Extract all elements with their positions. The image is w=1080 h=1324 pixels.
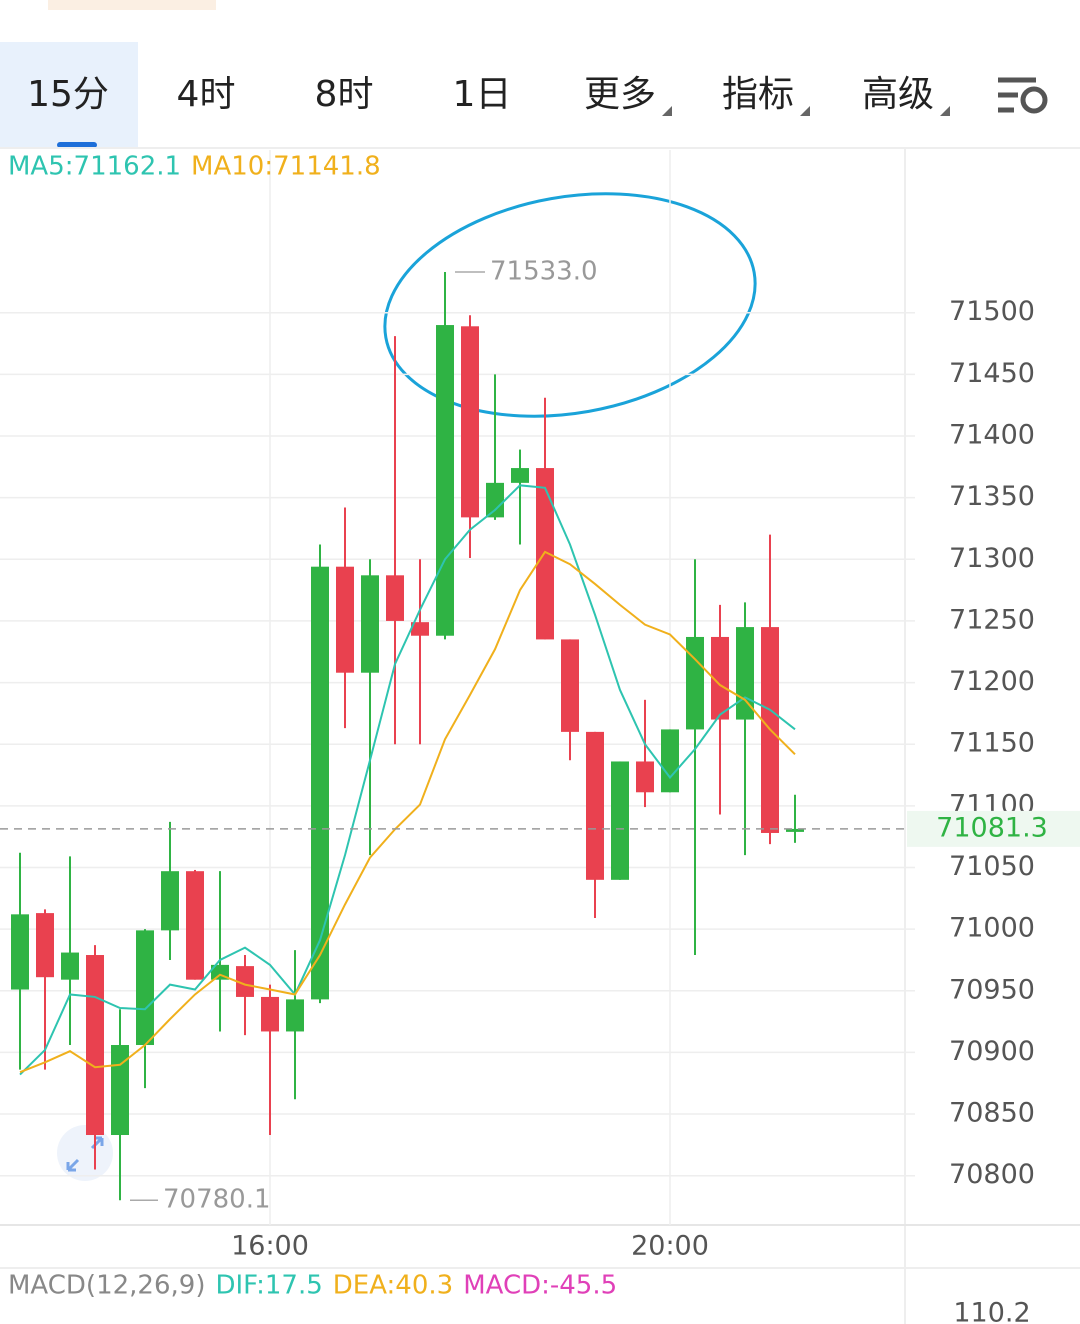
ma-line <box>19 550 796 1074</box>
candle-body <box>411 622 429 636</box>
ma-legend: MA10:71141.8 <box>191 152 381 182</box>
tab[interactable]: 4时 <box>177 74 236 115</box>
highlight-ellipse <box>383 192 757 418</box>
y-tick-label: 70800 <box>949 1159 1035 1190</box>
candle-body <box>461 326 479 518</box>
candle-body <box>736 627 754 720</box>
dropdown-caret <box>940 106 950 116</box>
y-tick-label: 71400 <box>949 420 1035 451</box>
macd-legend: DIF:17.5 <box>215 1271 322 1301</box>
candle-body <box>561 639 579 732</box>
ma-legend: MA5:71162.1 <box>8 152 181 182</box>
ma-line <box>19 484 796 1076</box>
active-tab-bg <box>0 42 138 148</box>
candle-body <box>236 966 254 997</box>
candle-body <box>261 996 279 1032</box>
y-tick-label: 71350 <box>949 481 1035 512</box>
y-tick-label: 71300 <box>949 543 1035 574</box>
candle-body <box>786 828 804 832</box>
candle-body <box>36 913 54 978</box>
candle-body <box>61 952 79 980</box>
y-tick-label: 71200 <box>949 666 1035 697</box>
candle-body <box>311 566 329 1000</box>
candle-body <box>486 482 504 518</box>
candle-body <box>386 575 404 621</box>
macd-legend: DEA:40.3 <box>333 1271 453 1301</box>
settings-icon[interactable] <box>998 77 1048 114</box>
y-tick-label: 71050 <box>949 851 1035 882</box>
last-price-box <box>907 810 1080 847</box>
macd-y-tick-label: 110.2 <box>953 1298 1030 1324</box>
y-tick-label: 70850 <box>949 1098 1035 1129</box>
candle-body <box>111 1045 129 1136</box>
last-price-label: 71081.3 <box>936 812 1048 843</box>
min-marker-label: 70780.1 <box>163 1185 271 1215</box>
x-tick-label: 20:00 <box>631 1231 709 1262</box>
candle-body <box>186 871 204 980</box>
y-tick-label: 71250 <box>949 604 1035 635</box>
candle-body <box>711 636 729 720</box>
x-tick-label: 16:00 <box>231 1231 309 1262</box>
y-tick-label: 71000 <box>949 913 1035 944</box>
tab[interactable]: 1日 <box>453 74 512 115</box>
tab[interactable]: 8时 <box>315 74 374 115</box>
y-tick-label: 71500 <box>949 296 1035 327</box>
active-tab-indicator <box>57 142 97 148</box>
y-tick-label: 71450 <box>949 358 1035 389</box>
tab[interactable]: 高级 <box>862 74 934 115</box>
max-marker-label: 71533.0 <box>490 257 598 287</box>
candle-body <box>686 636 704 730</box>
candle-body <box>536 468 554 640</box>
expand-icon[interactable] <box>57 1125 113 1181</box>
candle-body <box>661 729 679 793</box>
y-tick-label: 70900 <box>949 1036 1035 1067</box>
candle-body <box>511 468 529 483</box>
tab[interactable]: 指标 <box>722 74 794 115</box>
candle-body <box>286 999 304 1032</box>
header-remnant <box>48 0 216 10</box>
candle-body <box>86 955 104 1136</box>
candle-body <box>611 761 629 880</box>
candle-body <box>11 914 29 990</box>
candle-body <box>361 575 379 673</box>
macd-legend: MACD:-45.5 <box>463 1271 617 1301</box>
dropdown-caret <box>800 106 810 116</box>
candle-body <box>136 930 154 1046</box>
candle-body <box>161 871 179 931</box>
macd-title: MACD(12,26,9) <box>8 1271 205 1301</box>
dropdown-caret <box>662 106 672 116</box>
y-tick-label: 71150 <box>949 728 1035 759</box>
tab[interactable]: 更多 <box>584 74 656 115</box>
candle-body <box>336 566 354 673</box>
candle-body <box>586 731 604 880</box>
candle-body <box>636 761 654 793</box>
tab[interactable]: 15分 <box>27 74 109 115</box>
candle-body <box>436 325 454 636</box>
y-tick-label: 70950 <box>949 974 1035 1005</box>
